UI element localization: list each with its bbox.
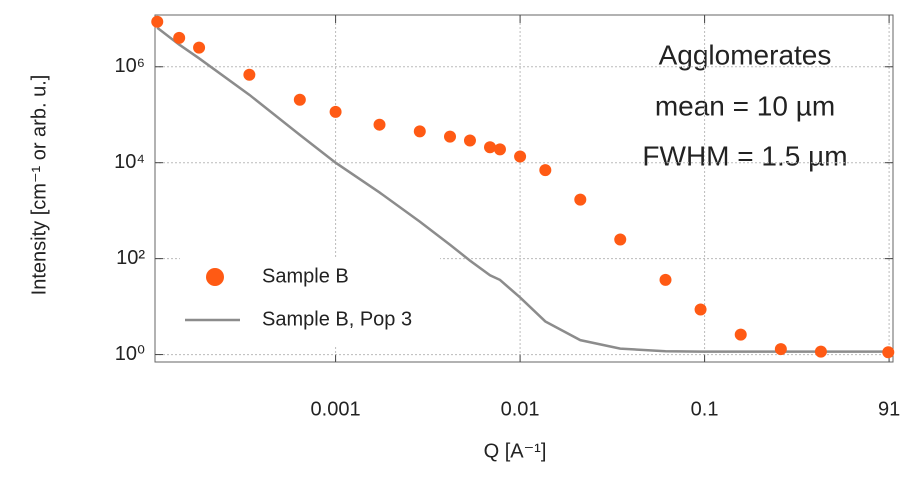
data-point — [659, 273, 672, 286]
annotation: FWHM = 1.5 µm — [642, 140, 847, 171]
data-point — [614, 233, 627, 246]
data-point — [151, 15, 164, 28]
data-point — [413, 125, 426, 138]
data-point — [814, 345, 827, 358]
x-tick-label: 0.001 — [311, 398, 361, 420]
legend-box — [180, 257, 440, 345]
data-point — [193, 41, 206, 54]
data-point — [694, 303, 707, 316]
data-point — [463, 134, 476, 147]
data-point — [514, 150, 527, 163]
data-point — [574, 193, 587, 206]
series-line — [156, 26, 889, 353]
data-point — [734, 328, 747, 341]
data-point — [493, 143, 506, 156]
y-tick-label: 10² — [116, 247, 145, 269]
y-axis-label: Intensity [cm⁻¹ or arb. u.] — [28, 75, 50, 296]
data-point — [173, 31, 186, 44]
data-point — [774, 343, 787, 356]
data-point — [539, 164, 552, 177]
data-point — [373, 118, 386, 131]
y-tick-label: 10⁰ — [115, 343, 145, 365]
data-point — [293, 93, 306, 106]
x-tick-label: 0.01 — [501, 398, 540, 420]
data-point — [444, 130, 457, 143]
data-point — [243, 68, 256, 81]
data-point — [484, 141, 497, 154]
annotation: Agglomerates — [659, 39, 832, 70]
x-axis-label: Q [A⁻¹] — [484, 440, 547, 462]
annotation: mean = 10 µm — [655, 90, 835, 121]
plot-frame — [154, 14, 894, 363]
x-tick-label: 0.1 — [691, 398, 719, 420]
y-tick-label: 10⁴ — [114, 151, 145, 173]
data-point — [329, 105, 342, 118]
x-tick-label: 91 — [878, 398, 900, 420]
data-point — [882, 346, 895, 359]
legend-marker — [206, 268, 224, 286]
legend-label: Sample B, Pop 3 — [262, 308, 412, 330]
legend-label: Sample B — [262, 265, 349, 287]
y-tick-label: 10⁶ — [115, 55, 145, 77]
